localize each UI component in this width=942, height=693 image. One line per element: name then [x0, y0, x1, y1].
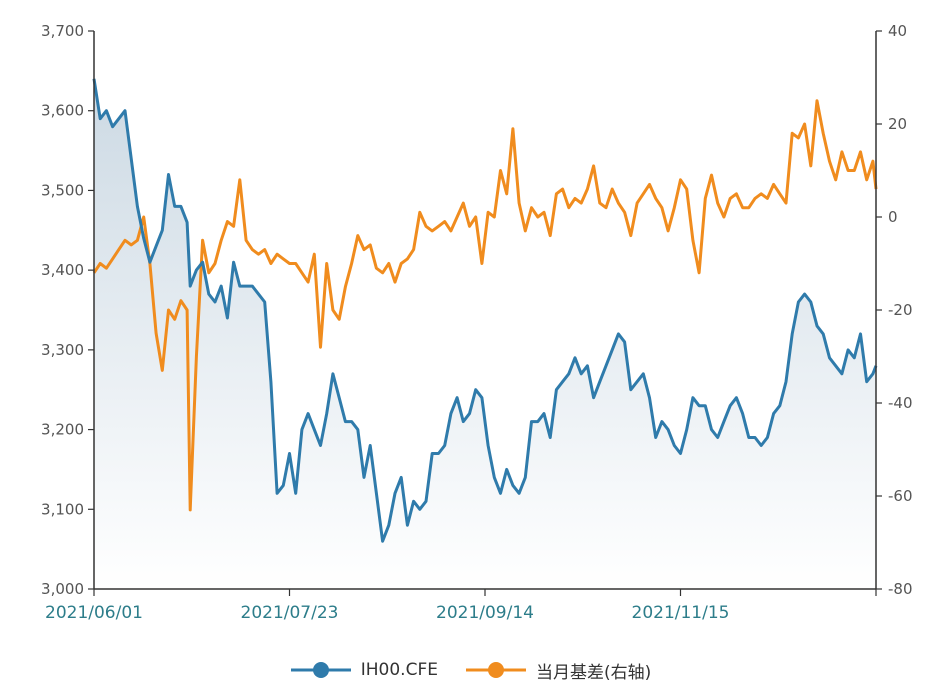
legend-label-basis: 当月基差(右轴)	[535, 662, 652, 683]
right-tick-label: -80	[888, 580, 913, 598]
left-tick-label: 3,100	[41, 500, 84, 518]
left-tick-label: 3,700	[41, 22, 84, 40]
chart-svg: 3,000 3,100 3,200 3,300 3,400 3,500 3,600 3,700…	[41, 22, 913, 623]
legend-label-ih00: IH00.CFE	[360, 660, 438, 680]
right-tick-label: -60	[888, 487, 913, 505]
x-tick-label: 2021/06/01	[45, 603, 143, 623]
x-tick-label: 2021/11/15	[632, 603, 730, 623]
left-tick-label: 3,000	[41, 580, 84, 598]
right-tick-label: 0	[888, 208, 898, 226]
series-area-1	[94, 78, 876, 590]
legend: IH00.CFE 当月基差(右轴)	[0, 650, 942, 690]
legend-marker-orange	[465, 662, 526, 678]
right-tick-label: 20	[888, 115, 907, 133]
x-tick-label: 2021/09/14	[436, 603, 534, 623]
x-tick-label: 2021/07/23	[241, 603, 339, 623]
left-tick-label: 3,200	[41, 421, 84, 439]
left-tick-label: 3,400	[41, 261, 84, 279]
series-line-1	[92, 78, 878, 543]
left-tick-label: 3,600	[41, 102, 84, 120]
right-tick-label: -20	[888, 301, 913, 319]
legend-item-basis[interactable]: 当月基差(右轴)	[465, 658, 652, 683]
legend-item-ih00[interactable]: IH00.CFE	[290, 660, 438, 680]
right-tick-label: -40	[888, 394, 913, 412]
right-tick-label: 40	[888, 22, 907, 40]
left-tick-label: 3,500	[41, 181, 84, 199]
series-line-2	[92, 99, 878, 512]
legend-marker-blue	[290, 662, 351, 678]
left-tick-label: 3,300	[41, 341, 84, 359]
